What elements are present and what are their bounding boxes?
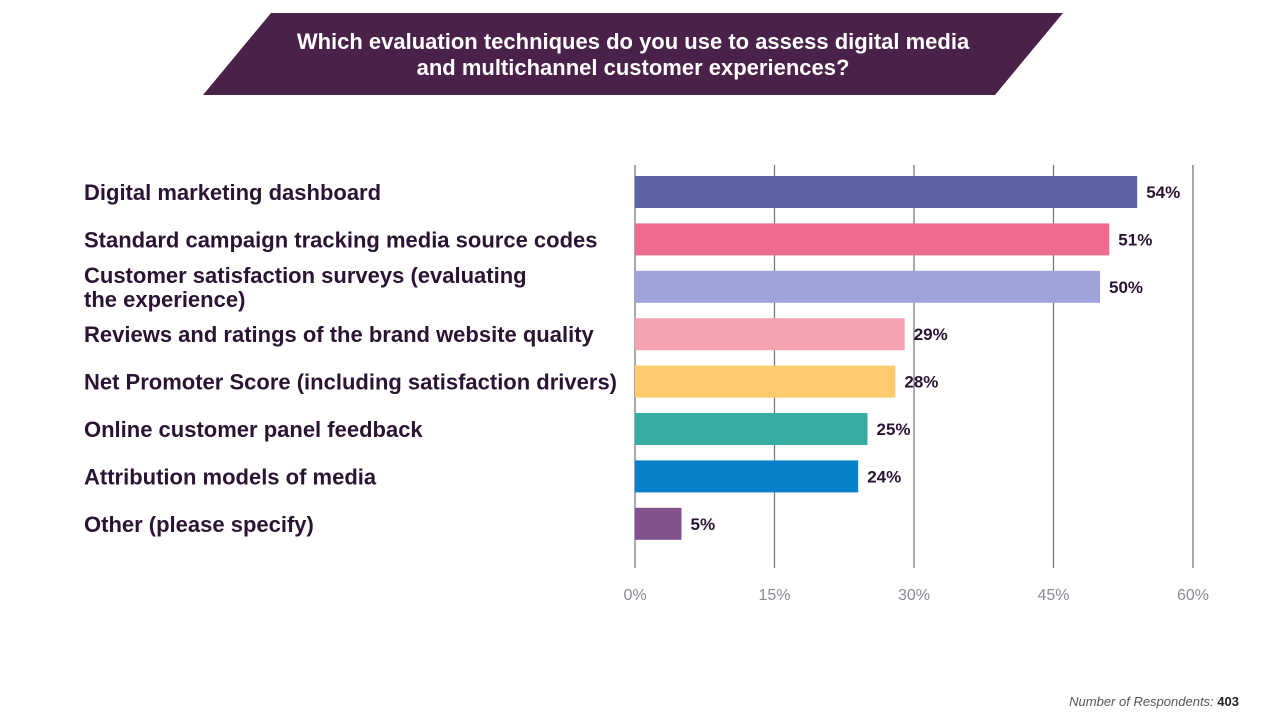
bar [635,413,868,445]
category-label: Attribution models of media [84,464,377,489]
title-banner-shape [203,13,1063,95]
x-tick-label: 15% [758,587,790,604]
value-label: 29% [914,325,948,344]
category-label: Other (please specify) [84,512,314,537]
category-label: Standard campaign tracking media source … [84,227,598,252]
value-label: 25% [877,420,911,439]
respondents-count: 403 [1217,694,1239,709]
value-label: 51% [1118,230,1152,249]
x-tick-label: 30% [898,587,930,604]
value-label: 50% [1109,278,1143,297]
value-label: 54% [1146,183,1180,202]
bar [635,507,682,540]
category-label: Reviews and ratings of the brand website… [84,322,595,347]
respondents-note: Number of Respondents: 403 [1069,694,1239,709]
bar [635,460,859,493]
value-label: 5% [691,515,716,534]
x-tick-label: 60% [1177,587,1209,604]
bar [635,270,1100,303]
bar [635,223,1110,256]
category-label: the experience) [84,287,245,312]
x-tick-label: 45% [1037,587,1069,604]
category-label: Online customer panel feedback [84,417,423,442]
value-label: 24% [867,467,901,486]
bar [635,176,1138,208]
respondents-label: Number of Respondents: [1069,694,1214,709]
category-label: Customer satisfaction surveys (evaluatin… [84,263,527,288]
category-label: Digital marketing dashboard [84,180,381,205]
bar [635,318,905,351]
x-tick-label: 0% [623,587,646,604]
value-label: 28% [904,373,938,392]
bar [635,365,896,398]
chart-title: Which evaluation techniques do you use t… [283,29,983,81]
chart-title-line-2: and multichannel customer experiences? [416,55,850,80]
chart-title-line-1: Which evaluation techniques do you use t… [296,29,970,54]
category-label: Net Promoter Score (including satisfacti… [84,370,617,395]
title-banner: Which evaluation techniques do you use t… [203,13,1063,95]
